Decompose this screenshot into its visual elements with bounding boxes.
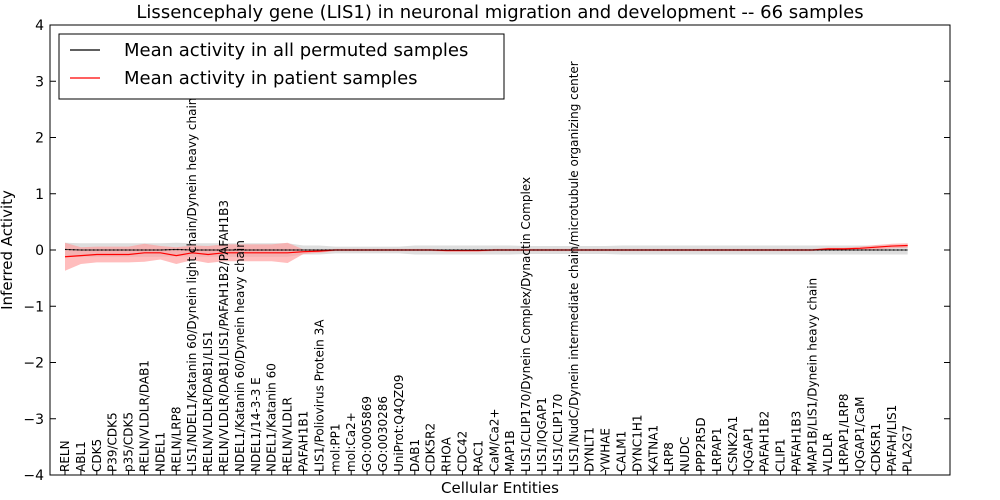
x-tick-label: PAFAH/LIS1: [885, 405, 899, 472]
y-axis-label: Inferred Activity: [0, 190, 16, 310]
y-tick-label: −3: [23, 412, 44, 428]
y-tick-label: 2: [35, 131, 44, 147]
y-tick-label: 3: [35, 74, 44, 90]
x-tick-label: CALM1: [615, 431, 629, 472]
x-tick-label: RELN/VLDLR: [281, 397, 295, 472]
y-tick-label: −4: [23, 468, 44, 484]
x-tick-label: NDEL1/Katanin 60: [265, 363, 279, 472]
y-tick-label: −2: [23, 356, 44, 372]
x-tick-label: IQGAP1: [742, 427, 756, 472]
x-tick-label: CaM/Ca2+: [487, 408, 501, 472]
legend-box: [58, 33, 505, 100]
x-tick-label: YWHAE: [599, 428, 613, 473]
x-tick-label: PAFAH1B2: [758, 411, 772, 472]
x-tick-label: CDK5R2: [424, 423, 438, 472]
plot-frame: [49, 24, 951, 476]
x-tick-label: MAP1B/LIS1/Dynein heavy chain: [805, 278, 819, 472]
x-tick-label: PLA2G7: [901, 425, 915, 472]
x-tick-label: LRP8: [662, 442, 676, 472]
x-tick-label: LIS1/NudC/Dynein intermediate chain/micr…: [567, 61, 581, 472]
x-tick-label: CLIP1: [774, 439, 788, 472]
x-tick-label: PAFAH1B1: [297, 411, 311, 472]
x-tick-label: UniProt:Q4QZ09: [392, 374, 406, 472]
x-tick-label: LIS1/IQGAP1: [535, 397, 549, 472]
legend-label-patient: Mean activity in patient samples: [124, 68, 418, 89]
x-tick-label: RAC1: [471, 440, 485, 472]
x-tick-label: LIS1/NDEL1/Katanin 60/Dynein light chain…: [185, 98, 199, 472]
x-tick-label: LRPAP1: [710, 427, 724, 472]
plot-area: −4 −3 −2 −1 0 1 2 3 4 RELN ABL1 CDK5 P39/CDK5 p35/CDK…: [23, 18, 950, 484]
x-tick-label: RELN: [58, 440, 72, 472]
x-tick-label: PPP2R5D: [694, 417, 708, 472]
y-tick-label: −1: [23, 299, 44, 315]
x-tick-label: DAB1: [408, 439, 422, 472]
legend-label-permuted: Mean activity in all permuted samples: [124, 40, 468, 61]
x-tick-label: MAP1B: [503, 430, 517, 472]
y-tick-label: 4: [35, 18, 44, 34]
x-tick-label: PAFAH1B3: [789, 411, 803, 472]
x-tick-label: NDEL1: [153, 432, 167, 472]
x-tick-label: KATNA1: [646, 425, 660, 472]
x-tick-label: VLDLR: [821, 433, 835, 472]
line-series-0-overlay: [64, 248, 908, 251]
chart-title: Lissencephaly gene (LIS1) in neuronal mi…: [136, 2, 863, 23]
x-tick-label: RHOA: [440, 436, 454, 472]
x-tick-label: LIS1/CLIP170: [551, 394, 565, 472]
x-tick-label: ABL1: [74, 441, 88, 472]
x-tick-label: GO:0030286: [376, 396, 390, 472]
x-tick-label: LRPAP1/LRP8: [837, 393, 851, 472]
legend: Mean activity in all permuted samples Me…: [58, 33, 505, 100]
x-tick-label: NDEL1/Katanin 60/Dynein heavy chain: [233, 240, 247, 472]
x-tick-label: CDC42: [456, 431, 470, 472]
x-tick-label: mol:Ca2+: [344, 412, 358, 472]
x-tick-label: mol:PP1: [328, 423, 342, 472]
x-tick-label: RELN/VLDLR/DAB1/LIS1/PAFAH1B2/PAFAH1B3: [217, 200, 231, 472]
y-tick-label: 0: [35, 243, 44, 259]
y-tick-label: 1: [35, 187, 44, 203]
x-tick-label: P39/CDK5: [106, 412, 120, 472]
x-tick-label: IQGAP1/CaM: [853, 397, 867, 473]
x-tick-label: RELN/VLDLR/DAB1/LIS1: [201, 331, 215, 472]
x-tick-label: RELN/LRP8: [169, 406, 183, 472]
x-tick-label: p35/CDK5: [122, 412, 136, 472]
x-tick-label: NDEL1/14-3-3 E: [249, 377, 263, 472]
x-tick-label: CDK5R1: [869, 423, 883, 472]
x-tick-label: GO:0005869: [360, 396, 374, 472]
x-tick-label: RELN/VLDLR/DAB1: [138, 360, 152, 472]
x-tick-label: DYNLT1: [583, 427, 597, 472]
x-tick-label: LIS1/Poliovirus Protein 3A: [312, 319, 326, 472]
x-tick-label: CDK5: [90, 439, 104, 472]
x-tick-label: LIS1/CLIP170/Dynein Complex/Dynactin Com…: [519, 177, 533, 472]
x-axis-label: Cellular Entities: [441, 479, 559, 497]
x-tick-label: DYNC1H1: [630, 414, 644, 472]
x-tick-label: CSNK2A1: [726, 416, 740, 472]
x-tick-label: NUDC: [678, 437, 692, 472]
